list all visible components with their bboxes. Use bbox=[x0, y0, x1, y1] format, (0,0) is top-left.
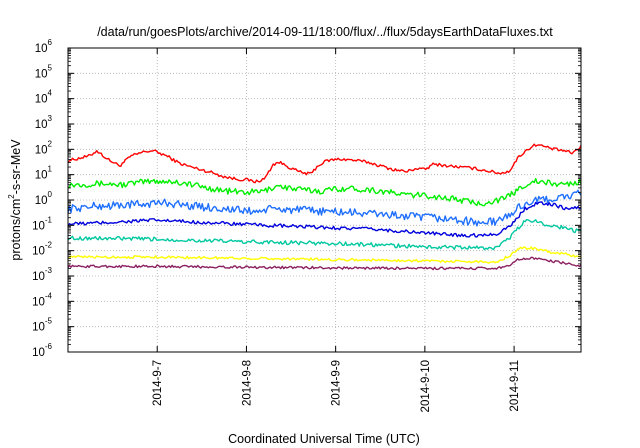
y-tick-label: 106 bbox=[35, 38, 53, 55]
y-tick-label: 103 bbox=[35, 114, 53, 131]
y-axis-label: protons/cm2-s-sr-MeV bbox=[7, 139, 23, 261]
series-line-1 bbox=[67, 143, 582, 184]
series-group bbox=[67, 143, 582, 271]
series-line-5 bbox=[67, 218, 582, 251]
y-tick-label: 10-6 bbox=[32, 342, 52, 359]
x-tick-labels: 2014-9-7 2014-9-8 2014-9-9 2014-9-10 2014-9-… bbox=[152, 360, 521, 412]
y-tick-base: 10 bbox=[35, 68, 48, 80]
y-tick-base: 10 bbox=[35, 119, 48, 131]
y-tick-label: 104 bbox=[35, 89, 53, 106]
y-tick-base: 10 bbox=[32, 271, 45, 283]
y-tick-base: 10 bbox=[35, 43, 48, 55]
y-axis-label-pre: protons/cm bbox=[9, 199, 23, 261]
y-tick-label: 100 bbox=[35, 190, 53, 207]
y-tick-exponent: 4 bbox=[48, 89, 53, 98]
y-tick-label: 10-2 bbox=[32, 241, 52, 258]
series-line-3 bbox=[67, 189, 582, 227]
series-line-2 bbox=[67, 177, 582, 207]
y-tick-base: 10 bbox=[32, 347, 45, 359]
y-tick-base: 10 bbox=[32, 246, 45, 258]
y-tick-label: 10-3 bbox=[32, 266, 52, 283]
y-tick-label: 10-4 bbox=[32, 291, 52, 308]
y-tick-exponent: -1 bbox=[45, 215, 53, 224]
chart-title: /data/run/goesPlots/archive/2014-09-11/1… bbox=[97, 25, 553, 39]
y-axis-label-sup: 2 bbox=[7, 194, 16, 199]
y-tick-base: 10 bbox=[35, 144, 48, 156]
y-tick-base: 10 bbox=[32, 220, 45, 232]
y-tick-exponent: 1 bbox=[48, 165, 53, 174]
x-tick-label: 2014-9-9 bbox=[331, 360, 343, 406]
y-tick-exponent: -4 bbox=[45, 291, 53, 300]
y-tick-exponent: -2 bbox=[45, 241, 53, 250]
y-tick-exponent: -5 bbox=[45, 317, 53, 326]
x-tick-label: 2014-9-7 bbox=[152, 360, 164, 406]
y-tick-exponent: -6 bbox=[45, 342, 53, 351]
y-tick-exponent: 5 bbox=[48, 63, 53, 72]
y-tick-label: 10-1 bbox=[32, 215, 52, 232]
y-tick-exponent: -3 bbox=[45, 266, 53, 275]
x-tick-label: 2014-9-10 bbox=[420, 360, 432, 412]
y-tick-exponent: 0 bbox=[48, 190, 53, 199]
y-tick-label: 105 bbox=[35, 63, 53, 80]
y-tick-base: 10 bbox=[32, 322, 45, 334]
series-line-4 bbox=[67, 201, 582, 238]
y-tick-exponent: 3 bbox=[48, 114, 53, 123]
y-tick-base: 10 bbox=[35, 170, 48, 182]
y-tick-label: 10-5 bbox=[32, 317, 52, 334]
y-tick-base: 10 bbox=[32, 296, 45, 308]
y-tick-labels: 10-610-510-410-310-210-11001011021031041… bbox=[32, 38, 52, 359]
y-axis-label-post: -s-sr-MeV bbox=[9, 139, 23, 195]
ticks bbox=[68, 47, 581, 353]
series-line-6 bbox=[67, 246, 582, 264]
y-tick-label: 102 bbox=[35, 139, 53, 156]
x-axis-label: Coordinated Universal Time (UTC) bbox=[228, 432, 420, 446]
y-tick-base: 10 bbox=[35, 94, 48, 106]
x-tick-label: 2014-9-8 bbox=[241, 360, 253, 406]
x-tick-label: 2014-9-11 bbox=[509, 360, 521, 412]
y-tick-exponent: 6 bbox=[48, 38, 53, 47]
y-tick-base: 10 bbox=[35, 195, 48, 207]
y-tick-label: 101 bbox=[35, 165, 53, 182]
y-tick-exponent: 2 bbox=[48, 139, 53, 148]
series-line-7 bbox=[67, 256, 582, 271]
